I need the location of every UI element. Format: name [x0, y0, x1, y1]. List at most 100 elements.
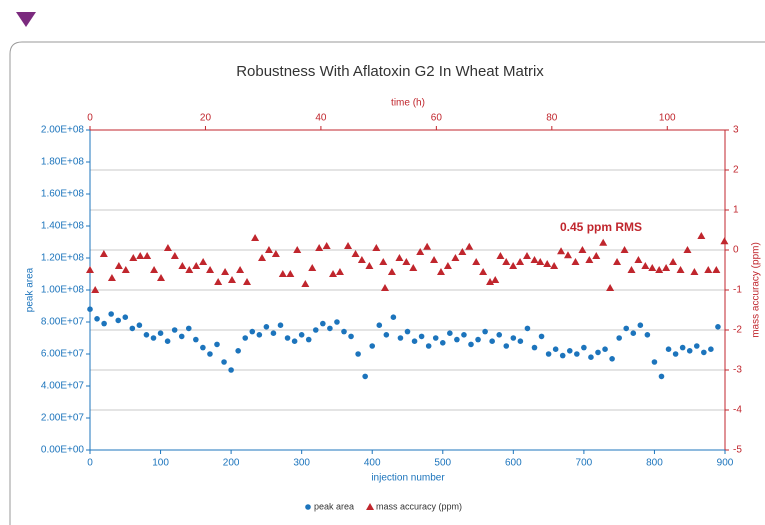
data-point	[99, 250, 108, 257]
data-point	[578, 246, 587, 253]
data-point	[402, 258, 411, 265]
data-point	[491, 276, 500, 283]
data-point	[107, 274, 116, 281]
data-point	[143, 332, 150, 338]
data-point	[451, 254, 460, 261]
data-point	[214, 278, 223, 285]
y-tick-label: 1.40E+08	[41, 221, 85, 232]
x-axis-label: injection number	[371, 473, 445, 484]
data-point	[563, 251, 572, 259]
data-point	[443, 262, 452, 269]
data-point	[143, 252, 152, 259]
data-point	[701, 349, 707, 356]
data-point	[522, 252, 531, 259]
data-point	[669, 258, 678, 265]
data-point	[536, 258, 545, 265]
data-point	[150, 266, 159, 273]
data-point	[613, 258, 622, 265]
data-point	[372, 244, 381, 251]
data-point	[416, 248, 425, 255]
data-point	[644, 332, 651, 338]
y-tick-label: 1.60E+08	[41, 189, 85, 200]
data-point	[334, 319, 340, 325]
data-point	[91, 286, 100, 293]
data-point	[489, 338, 495, 345]
data-point	[256, 332, 263, 338]
data-point	[676, 266, 685, 273]
x-tick-label: 200	[223, 458, 240, 469]
data-point	[114, 262, 123, 269]
legend-label: mass accuracy (ppm)	[376, 501, 462, 511]
data-point	[658, 373, 665, 380]
data-point	[423, 242, 432, 250]
data-point	[379, 258, 388, 265]
data-point	[472, 258, 481, 265]
data-point	[327, 325, 333, 332]
collapse-icon[interactable]	[16, 12, 36, 27]
data-point	[708, 346, 714, 353]
data-point	[329, 270, 338, 277]
y2-tick-label: -5	[733, 445, 742, 456]
data-point	[228, 367, 234, 373]
y-tick-label: 1.80E+08	[41, 157, 85, 168]
data-point	[108, 311, 114, 317]
data-point	[305, 336, 312, 343]
data-point	[293, 246, 302, 253]
data-point	[87, 306, 93, 313]
data-point	[264, 246, 273, 253]
data-point	[588, 354, 594, 361]
data-point	[129, 254, 138, 261]
data-point	[291, 338, 298, 345]
panel-border	[9, 41, 765, 525]
data-point	[122, 314, 129, 321]
data-point	[221, 359, 227, 365]
data-point	[136, 252, 145, 259]
data-point	[157, 274, 166, 281]
data-point	[228, 276, 237, 283]
data-point	[251, 234, 260, 241]
chart-title: Robustness With Aflatoxin G2 In Wheat Ma…	[236, 63, 544, 80]
y-axis-label: peak area	[25, 267, 36, 312]
data-point	[351, 250, 360, 257]
data-point	[571, 258, 580, 265]
data-point	[409, 264, 418, 271]
data-point	[496, 332, 503, 338]
data-point	[335, 268, 344, 275]
x2-tick-label: 0	[87, 113, 93, 124]
data-point	[136, 322, 143, 329]
data-point	[206, 266, 215, 273]
data-point	[545, 351, 552, 357]
data-point	[277, 322, 284, 329]
data-point	[482, 328, 488, 335]
data-point	[602, 346, 608, 353]
data-point	[365, 262, 374, 269]
x-tick-label: 900	[717, 458, 734, 469]
data-point	[559, 352, 566, 359]
legend-marker	[366, 503, 375, 510]
data-point	[200, 344, 206, 351]
data-point	[697, 232, 706, 239]
data-point	[606, 284, 615, 291]
y-tick-label: 2.00E+07	[41, 413, 85, 424]
y-tick-label: 6.00E+07	[41, 349, 85, 360]
y-tick-label: 4.00E+07	[41, 381, 85, 392]
data-point	[665, 346, 672, 353]
data-point	[170, 252, 179, 259]
data-point	[479, 268, 488, 275]
y-tick-label: 0.00E+00	[41, 445, 85, 456]
data-point	[390, 314, 397, 321]
data-point	[720, 237, 729, 245]
data-point	[157, 330, 164, 337]
y-tick-label: 8.00E+07	[41, 317, 85, 328]
data-point	[672, 351, 679, 357]
data-point	[193, 336, 199, 343]
data-point	[397, 335, 404, 341]
data-point	[623, 325, 630, 332]
x-tick-label: 800	[646, 458, 663, 469]
data-point	[496, 252, 505, 259]
data-point	[315, 244, 324, 251]
x2-tick-label: 40	[315, 113, 327, 124]
data-point	[715, 324, 721, 330]
data-point	[418, 333, 425, 340]
